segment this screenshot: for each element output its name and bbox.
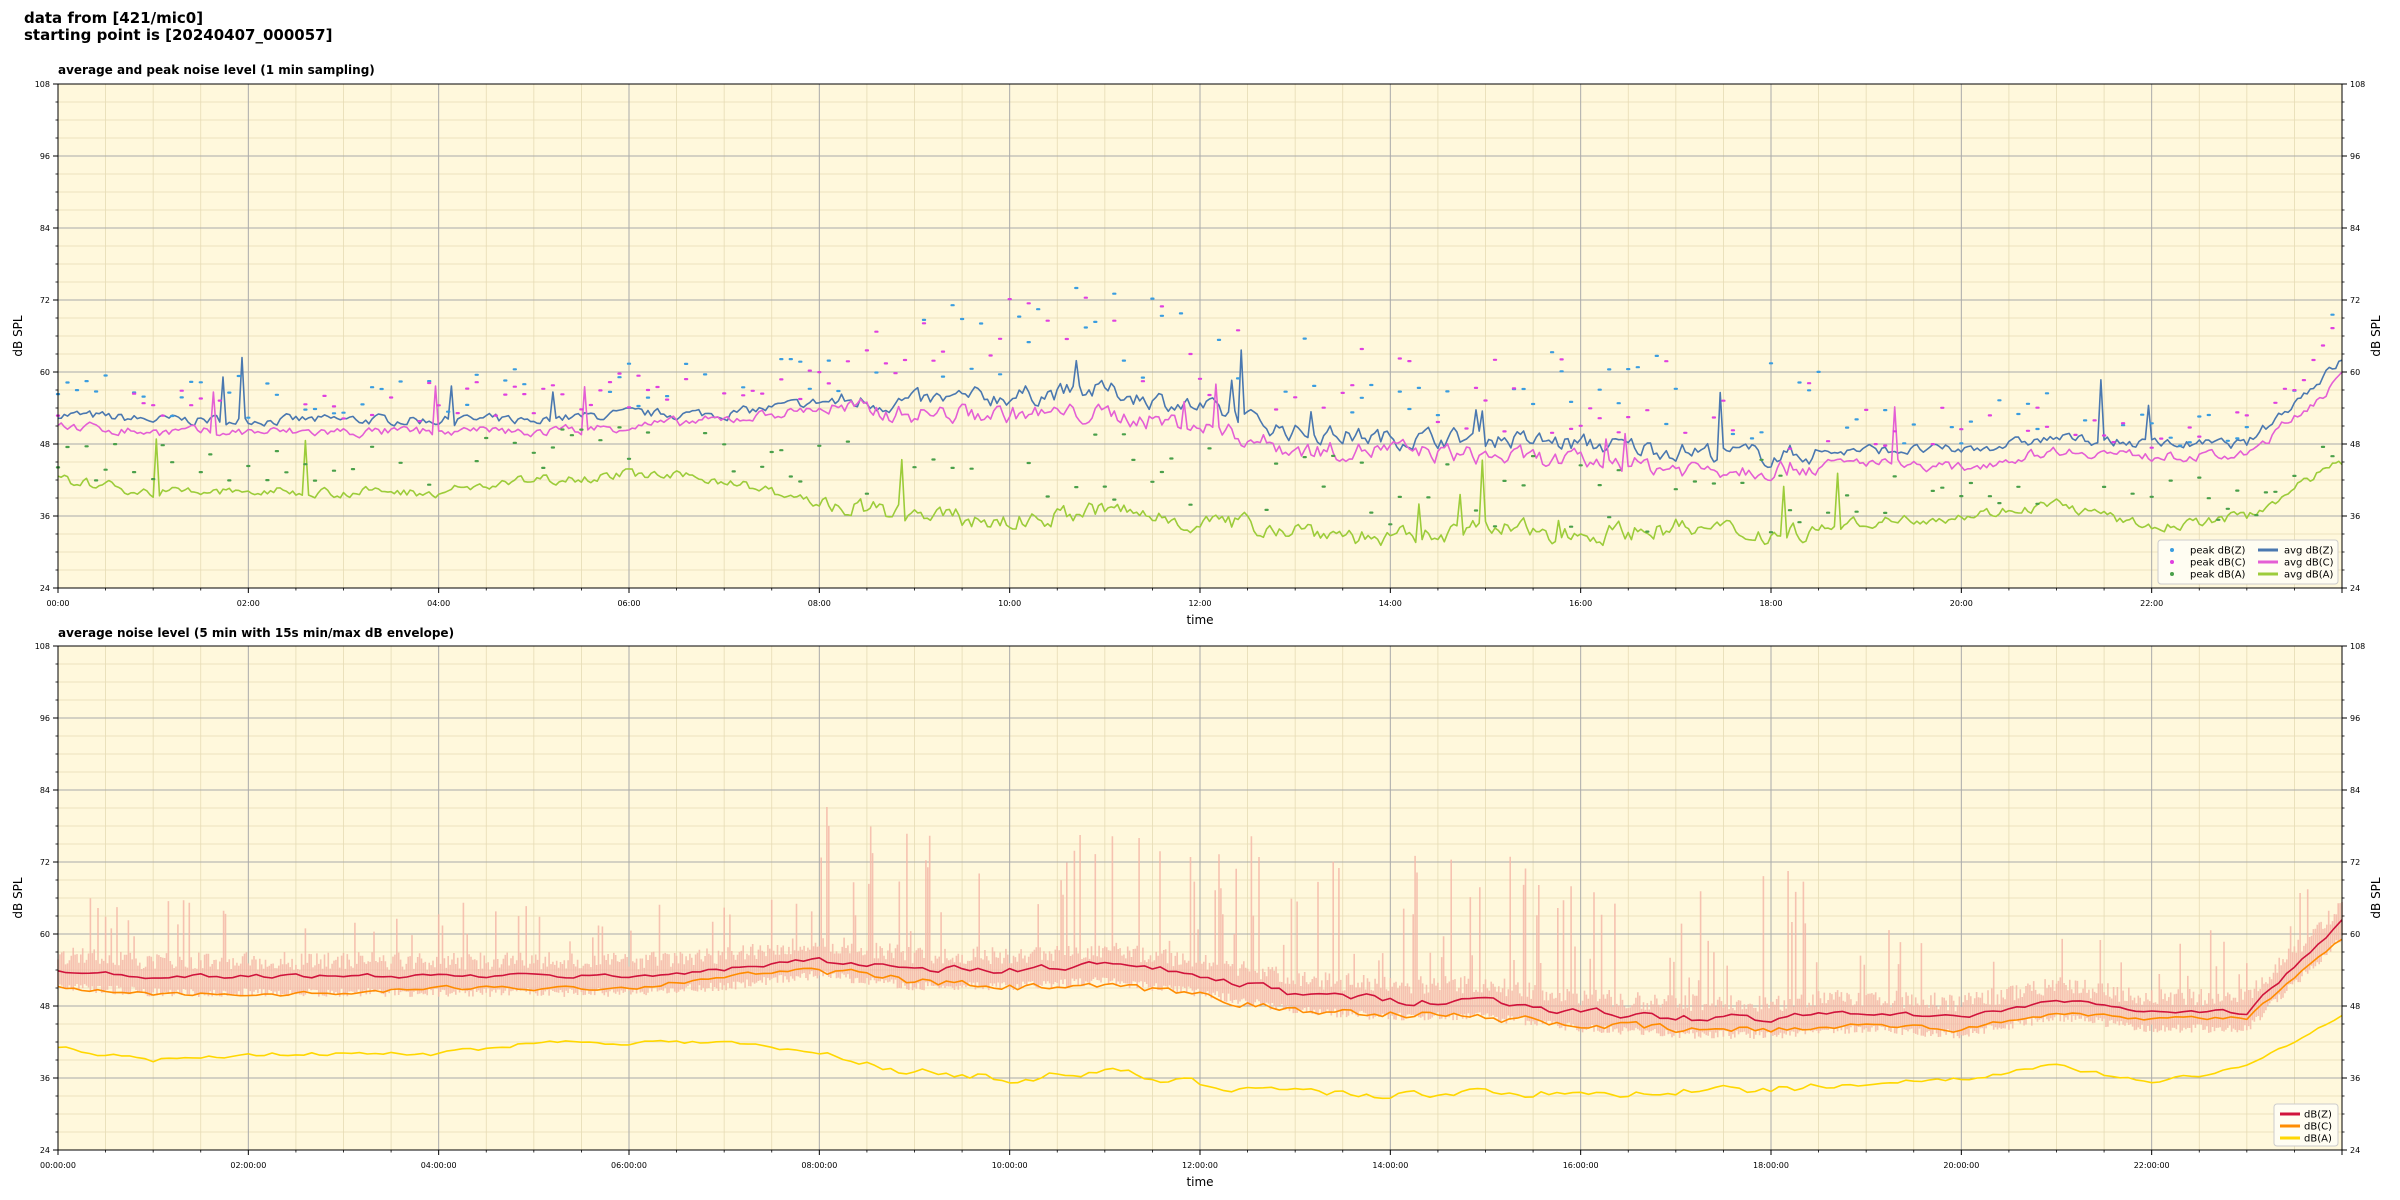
x-tick-label: 16:00 bbox=[1569, 599, 1592, 608]
y-tick-label-right: 48 bbox=[2350, 1002, 2360, 1011]
x-tick-label: 02:00:00 bbox=[230, 1161, 266, 1170]
legend-label: peak dB(C) bbox=[2190, 558, 2246, 569]
y-tick-label-left: 84 bbox=[40, 224, 50, 233]
series-db-z- bbox=[57, 919, 2343, 1023]
x-tick-label: 12:00:00 bbox=[1182, 1161, 1218, 1170]
y-tick-label-left: 108 bbox=[35, 642, 50, 651]
y-axis-label-left: dB SPL bbox=[11, 877, 25, 919]
x-tick-label: 10:00 bbox=[998, 599, 1021, 608]
y-tick-label-right: 36 bbox=[2350, 1074, 2360, 1083]
header-start-line: starting point is [20240407_000057] bbox=[24, 26, 333, 44]
legend-marker bbox=[2170, 560, 2174, 564]
legend-label: peak dB(Z) bbox=[2190, 546, 2246, 557]
panel-title: average and peak noise level (1 min samp… bbox=[58, 63, 375, 77]
y-tick-label-right: 108 bbox=[2350, 642, 2365, 651]
y-tick-label-left: 108 bbox=[35, 80, 50, 89]
x-tick-label: 20:00 bbox=[1950, 599, 1973, 608]
y-tick-label-left: 72 bbox=[40, 858, 50, 867]
x-tick-label: 08:00 bbox=[808, 599, 831, 608]
x-tick-label: 06:00:00 bbox=[611, 1161, 647, 1170]
legend-label: dB(A) bbox=[2304, 1134, 2332, 1145]
x-axis-label: time bbox=[1186, 613, 1213, 627]
y-tick-label-right: 24 bbox=[2350, 584, 2360, 593]
series-db-c- bbox=[57, 938, 2343, 1034]
y-tick-label-left: 24 bbox=[40, 1146, 50, 1155]
legend-label: avg dB(C) bbox=[2284, 558, 2334, 569]
y-tick-label-left: 24 bbox=[40, 584, 50, 593]
x-tick-label: 00:00:00 bbox=[40, 1161, 76, 1170]
y-tick-label-left: 60 bbox=[40, 930, 50, 939]
x-tick-label: 18:00:00 bbox=[1753, 1161, 1789, 1170]
x-tick-label: 12:00 bbox=[1188, 599, 1211, 608]
x-axis-label: time bbox=[1186, 1175, 1213, 1189]
legend-box bbox=[2157, 539, 2339, 585]
series-avg-db-c- bbox=[57, 371, 2343, 482]
y-tick-label-right: 96 bbox=[2350, 714, 2360, 723]
y-tick-label-right: 96 bbox=[2350, 152, 2360, 161]
legend-marker bbox=[2170, 572, 2174, 576]
series-db-a- bbox=[57, 1014, 2343, 1100]
y-axis-label-right: dB SPL bbox=[2369, 877, 2383, 919]
x-tick-label: 00:00 bbox=[46, 599, 69, 608]
y-tick-label-left: 60 bbox=[40, 368, 50, 377]
header-source-line: data from [421/mic0] bbox=[24, 9, 204, 27]
y-axis-label-right: dB SPL bbox=[2369, 315, 2383, 357]
legend: dB(Z)dB(C)dB(A) bbox=[2273, 1103, 2339, 1147]
x-tick-label: 08:00:00 bbox=[801, 1161, 837, 1170]
y-tick-label-right: 72 bbox=[2350, 296, 2360, 305]
x-tick-label: 04:00:00 bbox=[421, 1161, 457, 1170]
y-tick-label-left: 48 bbox=[40, 1002, 50, 1011]
y-tick-label-right: 60 bbox=[2350, 930, 2360, 939]
y-tick-label-left: 36 bbox=[40, 512, 50, 521]
legend-label: peak dB(A) bbox=[2190, 570, 2246, 581]
y-tick-label-right: 36 bbox=[2350, 512, 2360, 521]
plot-panel-2: 24 24 36 36 48 48 60 60 72 72 84 84 96 96 108 108 00:00:… bbox=[11, 626, 2383, 1189]
x-tick-label: 14:00:00 bbox=[1372, 1161, 1408, 1170]
y-tick-label-left: 48 bbox=[40, 440, 50, 449]
y-tick-label-right: 84 bbox=[2350, 224, 2360, 233]
x-tick-label: 10:00:00 bbox=[992, 1161, 1028, 1170]
legend: peak dB(Z)peak dB(C)peak dB(A)avg dB(Z)a… bbox=[2157, 539, 2339, 585]
y-tick-label-left: 36 bbox=[40, 1074, 50, 1083]
y-tick-label-left: 84 bbox=[40, 786, 50, 795]
x-tick-label: 22:00 bbox=[2140, 599, 2163, 608]
y-tick-label-right: 24 bbox=[2350, 1146, 2360, 1155]
y-tick-label-left: 72 bbox=[40, 296, 50, 305]
legend-marker bbox=[2170, 548, 2174, 552]
x-tick-label: 04:00 bbox=[427, 599, 450, 608]
y-tick-label-left: 96 bbox=[40, 714, 50, 723]
series-avg-db-a- bbox=[57, 438, 2343, 547]
y-axis-label-left: dB SPL bbox=[11, 315, 25, 357]
legend-label: avg dB(Z) bbox=[2284, 546, 2334, 557]
x-tick-label: 20:00:00 bbox=[1943, 1161, 1979, 1170]
x-tick-label: 18:00 bbox=[1759, 599, 1782, 608]
x-tick-label: 22:00:00 bbox=[2134, 1161, 2170, 1170]
legend-label: dB(Z) bbox=[2304, 1110, 2332, 1121]
y-tick-label-left: 96 bbox=[40, 152, 50, 161]
x-tick-label: 06:00 bbox=[617, 599, 640, 608]
y-tick-label-right: 84 bbox=[2350, 786, 2360, 795]
panel-title: average noise level (5 min with 15s min/… bbox=[58, 626, 454, 640]
report-header: data from [421/mic0] starting point is [… bbox=[24, 10, 332, 44]
legend-label: dB(C) bbox=[2304, 1122, 2332, 1133]
y-tick-label-right: 108 bbox=[2350, 80, 2365, 89]
plot-panel-1: 24 24 36 36 48 48 60 60 72 72 84 84 96 96 108 108 00:00 0… bbox=[11, 63, 2383, 627]
y-tick-label-right: 72 bbox=[2350, 858, 2360, 867]
y-tick-label-right: 60 bbox=[2350, 368, 2360, 377]
x-tick-label: 16:00:00 bbox=[1563, 1161, 1599, 1170]
x-tick-label: 14:00 bbox=[1379, 599, 1402, 608]
x-tick-label: 02:00 bbox=[237, 599, 260, 608]
legend-label: avg dB(A) bbox=[2284, 570, 2334, 581]
y-tick-label-right: 48 bbox=[2350, 440, 2360, 449]
